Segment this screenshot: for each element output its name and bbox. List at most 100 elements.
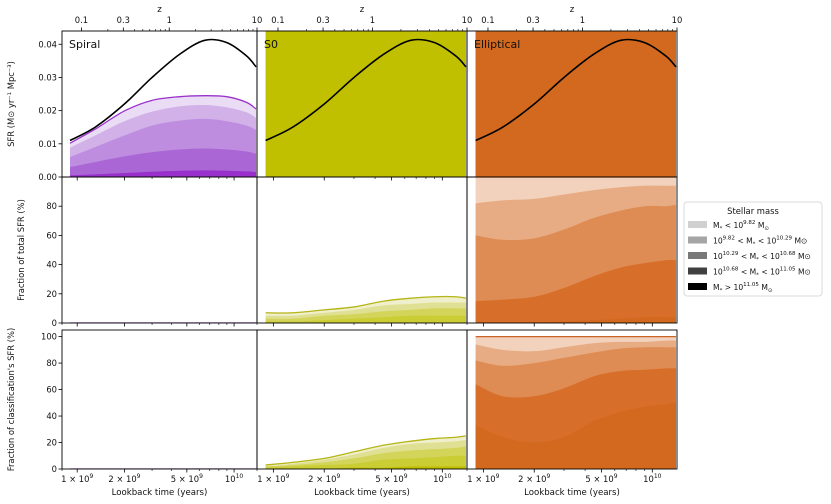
redshift-axis-spiral: 0.1 0.3 1 10 z Lookback time (years) xyxy=(75,5,263,498)
area-band-mass-bin-1 xyxy=(475,317,676,323)
z-tick-label: 1 xyxy=(370,15,375,25)
z-axis-label: z xyxy=(157,5,162,15)
panel-plot-area xyxy=(265,31,467,177)
legend-entry: 1010.29 < M* < 1010.68 M⊙ xyxy=(713,251,811,263)
y-tick-label: 40 xyxy=(46,260,57,270)
y-tick-label: 0.04 xyxy=(38,39,57,49)
panel-spiral-row-1: 0.00 0.01 0.02 0.03 0.04 Spiral xyxy=(38,30,258,182)
y-tick-label: 80 xyxy=(46,358,57,368)
panel-plot-area xyxy=(475,177,676,323)
y-tick-label: 0.03 xyxy=(38,72,57,82)
z-tick-label: 10 xyxy=(462,15,473,25)
panel-plot-area xyxy=(69,38,257,177)
area-band-mass-bin-2 xyxy=(265,315,466,323)
legend-entry: M* > 1011.05 M⊙ xyxy=(713,282,773,294)
z-tick-label: 0.1 xyxy=(271,15,284,25)
area-band-mass-bin-1 xyxy=(70,170,257,177)
area-band-mass-bin-1 xyxy=(265,31,466,177)
z-tick-label: 0.3 xyxy=(117,15,130,25)
legend-swatch xyxy=(688,221,707,228)
area-band-mass-bin-2 xyxy=(475,260,676,323)
y-tick-label: 60 xyxy=(46,230,57,240)
z-tick-label: 10 xyxy=(252,15,263,25)
x-tick-label: 1010 xyxy=(225,473,243,484)
x-tick-label: 2 × 109 xyxy=(518,473,550,484)
legend-entry: 1010.68 < M* < 1011.05 M⊙ xyxy=(713,267,811,279)
panel-plot-area xyxy=(475,31,677,177)
y-tick-label: 80 xyxy=(46,201,57,211)
y-tick-label: 0 xyxy=(52,318,57,328)
panel-title-spiral: Spiral xyxy=(69,38,100,51)
panel-frame xyxy=(466,329,678,470)
series-edge-line xyxy=(265,295,467,314)
x-tick-label: 5 × 109 xyxy=(585,473,617,484)
panel-elliptical-row-1: Elliptical xyxy=(466,30,678,181)
legend-entry: M* < 109.82 M⊙ xyxy=(713,220,769,232)
redshift-axis-s0: 0.1 0.3 1 10 z Lookback time (years) xyxy=(271,5,472,498)
panel-plot-area xyxy=(475,335,676,469)
z-tick-label: 1 xyxy=(167,15,172,25)
area-band-mass-bin-2 xyxy=(70,148,257,177)
panel-spiral-row-3: 1 × 109 2 × 109 5 × 109 1010 0 20 40 60 80 100 xyxy=(41,329,258,484)
panel-elliptical-row-2 xyxy=(466,176,678,327)
legend-box xyxy=(683,201,823,297)
x-axis-label: Lookback time (years) xyxy=(524,488,620,498)
z-tick-label: 0.1 xyxy=(75,15,88,25)
series-edge-line xyxy=(265,435,467,466)
z-tick-label: 0.3 xyxy=(316,15,329,25)
x-tick-label: 1 × 109 xyxy=(467,473,499,484)
area-band-mass-bin-2 xyxy=(265,455,466,469)
panel-s0-row-3: 1 × 109 2 × 109 5 × 109 1010 xyxy=(256,329,468,484)
x-axis-label: Lookback time (years) xyxy=(314,488,410,498)
y-tick-label: 0.01 xyxy=(38,139,57,149)
y-tick-label: 40 xyxy=(46,411,57,421)
area-band-mass-bin-1 xyxy=(475,31,676,177)
x-tick-label: 5 × 109 xyxy=(375,473,407,484)
x-tick-label: 5 × 109 xyxy=(171,473,203,484)
panel-s0-row-2 xyxy=(256,176,468,327)
panel-title-s0: S0 xyxy=(264,38,278,51)
z-tick-label: 1 xyxy=(580,15,585,25)
panel-s0-row-1: S0 xyxy=(256,30,468,181)
redshift-axis-elliptical: 0.1 0.3 1 10 z Lookback time (years) xyxy=(481,5,682,498)
z-tick-label: 0.1 xyxy=(481,15,494,25)
x-axis-label: Lookback time (years) xyxy=(112,488,208,498)
legend-title: Stellar mass xyxy=(727,206,779,216)
series-edge-line xyxy=(69,95,257,144)
total-sfr-line xyxy=(69,38,257,142)
panel-elliptical-row-3: 1 × 109 2 × 109 5 × 109 1010 xyxy=(466,329,678,484)
y-axis-label: Fraction of classification's SFR (%) xyxy=(6,328,16,471)
total-sfr-line xyxy=(475,38,677,142)
x-tick-label: 1 × 109 xyxy=(61,473,93,484)
legend: Stellar mass M* < 109.82 M⊙ 109.82 < M* < … xyxy=(683,201,823,297)
y-tick-label: 0.02 xyxy=(38,106,57,116)
panel-spiral-row-2: 0 20 40 60 80 xyxy=(46,176,258,328)
x-tick-label: 1010 xyxy=(643,473,661,484)
legend-swatch xyxy=(688,267,707,275)
legend-swatch xyxy=(688,236,707,244)
legend-entry: 109.82 < M* < 1010.29 M⊙ xyxy=(713,236,807,248)
y-tick-label: 0.00 xyxy=(38,172,57,182)
panel-frame xyxy=(466,176,678,324)
x-tick-label: 1 × 109 xyxy=(257,473,289,484)
y-axis-label: Fraction of total SFR (%) xyxy=(16,199,26,301)
legend-swatch xyxy=(688,252,707,259)
y-tick-label: 20 xyxy=(46,438,57,448)
y-tick-label: 0 xyxy=(52,464,57,474)
x-tick-label: 1010 xyxy=(433,473,451,484)
z-tick-label: 10 xyxy=(672,15,683,25)
y-tick-label: 60 xyxy=(46,385,57,395)
panel-frame xyxy=(61,176,258,324)
x-tick-label: 2 × 109 xyxy=(308,473,340,484)
panel-plot-area xyxy=(265,435,467,469)
z-axis-label: z xyxy=(360,5,365,15)
area-band-mass-bin-1 xyxy=(265,466,466,469)
z-tick-label: 0.3 xyxy=(526,15,539,25)
panel-title-elliptical: Elliptical xyxy=(474,38,520,51)
panel-frame xyxy=(61,329,258,470)
panel-plot-area xyxy=(265,295,467,323)
legend-swatch xyxy=(688,283,707,290)
area-band-mass-bin-1 xyxy=(475,402,676,469)
y-axis-label: SFR (M⊙ yr⁻¹ Mpc⁻³) xyxy=(6,61,16,147)
y-tick-label: 20 xyxy=(46,289,57,299)
